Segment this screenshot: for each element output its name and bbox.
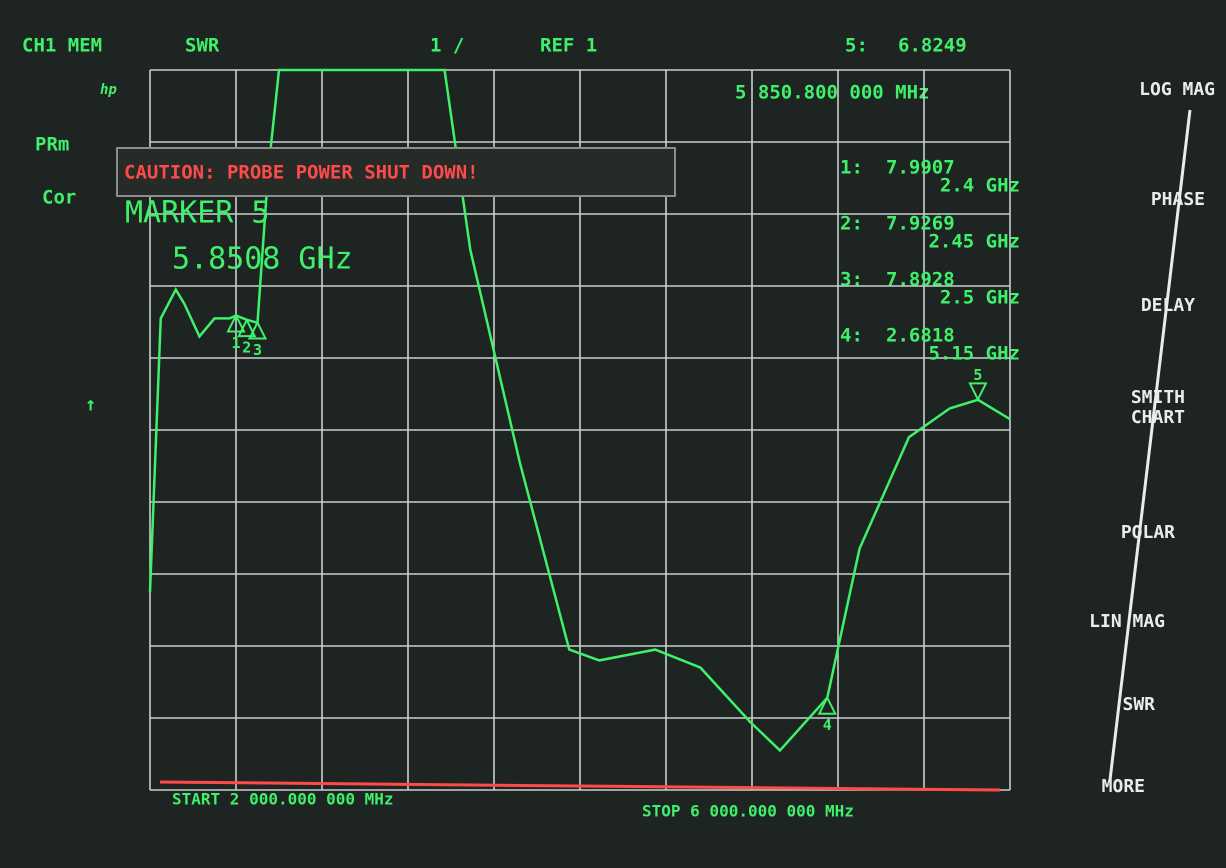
softkey-label[interactable]: MORE (1102, 776, 1145, 797)
marker-number: 3 (253, 341, 262, 359)
marker-entry-value: 5.8508 GHz (172, 242, 353, 277)
caution-message: CAUTION: PROBE POWER SHUT DOWN! (124, 162, 479, 184)
marker-number: 4 (823, 716, 832, 734)
side-flag: Cor (42, 187, 76, 209)
softkey-label[interactable]: POLAR (1121, 522, 1175, 543)
marker-list-frequency: 2.4 GHz (940, 175, 1020, 197)
active-frequency: 5 850.800 000 MHz (735, 82, 929, 104)
marker-list-label: 3: (840, 269, 863, 291)
logo: hp (100, 82, 117, 98)
active-marker-label: 5: (845, 35, 868, 57)
softkey-label[interactable]: LOG MAG (1139, 79, 1215, 100)
softkey-label[interactable]: LIN MAG (1089, 611, 1165, 632)
start-frequency: START 2 000.000 000 MHz (172, 790, 394, 809)
softkey-label[interactable]: DELAY (1141, 295, 1195, 316)
analyzer-screen: CH1 MEM SWR 1 / REF 1 5: 6.8249 5 850.80… (0, 0, 1226, 868)
screen-background (0, 0, 1226, 868)
marker-list-frequency: 5.15 GHz (928, 343, 1020, 365)
reference: REF 1 (540, 35, 597, 57)
stop-frequency: STOP 6 000.000 000 MHz (642, 802, 854, 821)
side-flag: PRm (35, 134, 69, 156)
scale: 1 / (430, 35, 464, 57)
softkey-label[interactable]: PHASE (1151, 189, 1205, 210)
reference-arrow: ↑ (85, 394, 96, 416)
softkey-label[interactable]: CHART (1131, 407, 1185, 428)
active-marker-value: 6.8249 (898, 35, 967, 57)
channel: CH1 MEM (22, 35, 102, 57)
marker-list-label: 4: (840, 325, 863, 347)
marker-list-frequency: 2.45 GHz (928, 231, 1020, 253)
softkey-label[interactable]: SMITH (1131, 387, 1185, 408)
softkey-label[interactable]: SWR (1122, 694, 1155, 715)
marker-list-label: 2: (840, 213, 863, 235)
marker-list-label: 1: (840, 157, 863, 179)
marker-list-frequency: 2.5 GHz (940, 287, 1020, 309)
format: SWR (185, 35, 220, 57)
marker-entry-label: MARKER 5 (125, 196, 270, 231)
marker-number: 5 (973, 366, 982, 384)
marker-number: 2 (242, 339, 251, 357)
